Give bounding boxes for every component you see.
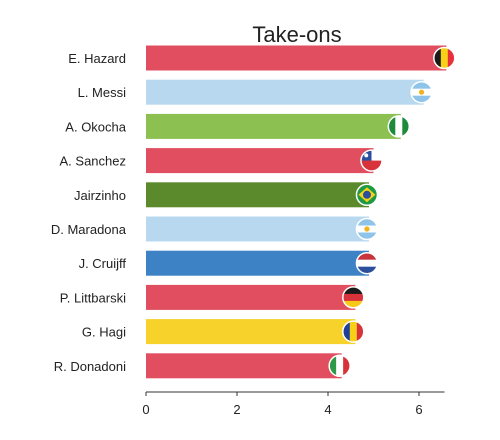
bars-group xyxy=(146,45,447,379)
flags-group xyxy=(328,46,456,378)
category-label: P. Littbarski xyxy=(60,290,126,305)
flag-border xyxy=(342,286,365,309)
chile-flag-icon xyxy=(361,150,382,172)
flag-border xyxy=(328,354,351,378)
bar xyxy=(146,79,424,105)
bar xyxy=(146,148,374,174)
flag-border xyxy=(355,183,379,207)
category-label: D. Maradona xyxy=(51,222,127,237)
x-tick-label: 4 xyxy=(324,402,331,417)
category-label: R. Donadoni xyxy=(54,359,126,374)
category-label: Jairzinho xyxy=(74,188,126,203)
bar xyxy=(146,353,342,379)
bar xyxy=(146,319,356,345)
flag-border xyxy=(387,115,411,138)
category-label: J. Cruijff xyxy=(79,256,127,271)
flag-border xyxy=(360,149,383,172)
category-label: E. Hazard xyxy=(68,51,126,66)
category-labels-group: E. Hazard L. Messi A. Okocha A. Sanchez Jair… xyxy=(51,51,127,374)
category-label: L. Messi xyxy=(78,85,127,100)
category-label: A. Sanchez xyxy=(60,154,127,169)
romania-flag-icon xyxy=(342,321,364,343)
argentina-flag-icon xyxy=(356,218,378,240)
bar xyxy=(146,45,447,71)
italy-flag-icon xyxy=(329,355,351,377)
bar xyxy=(146,250,369,276)
flag-border xyxy=(342,320,365,343)
brazil-flag-icon xyxy=(356,184,378,206)
flag-border xyxy=(410,80,433,104)
bar xyxy=(146,216,369,242)
germany-flag-icon xyxy=(342,286,364,308)
x-axis: 0 2 4 6 xyxy=(142,391,445,417)
flag-border xyxy=(355,217,379,241)
bar xyxy=(146,284,356,310)
bar xyxy=(146,182,369,208)
x-tick-label: 2 xyxy=(233,402,240,417)
category-label: G. Hagi xyxy=(82,325,126,340)
category-label: A. Okocha xyxy=(65,119,126,134)
flag-border xyxy=(433,46,456,70)
nigeria-flag-icon xyxy=(388,115,410,137)
netherlands-flag-icon xyxy=(356,252,378,274)
bar xyxy=(146,113,401,139)
belgium-flag-icon xyxy=(433,47,455,69)
x-tick-label: 6 xyxy=(415,402,422,417)
x-tick-label: 0 xyxy=(142,402,149,417)
flag-border xyxy=(355,251,379,275)
chart-title: Take-ons xyxy=(252,22,341,47)
argentina-flag-icon xyxy=(411,81,433,103)
